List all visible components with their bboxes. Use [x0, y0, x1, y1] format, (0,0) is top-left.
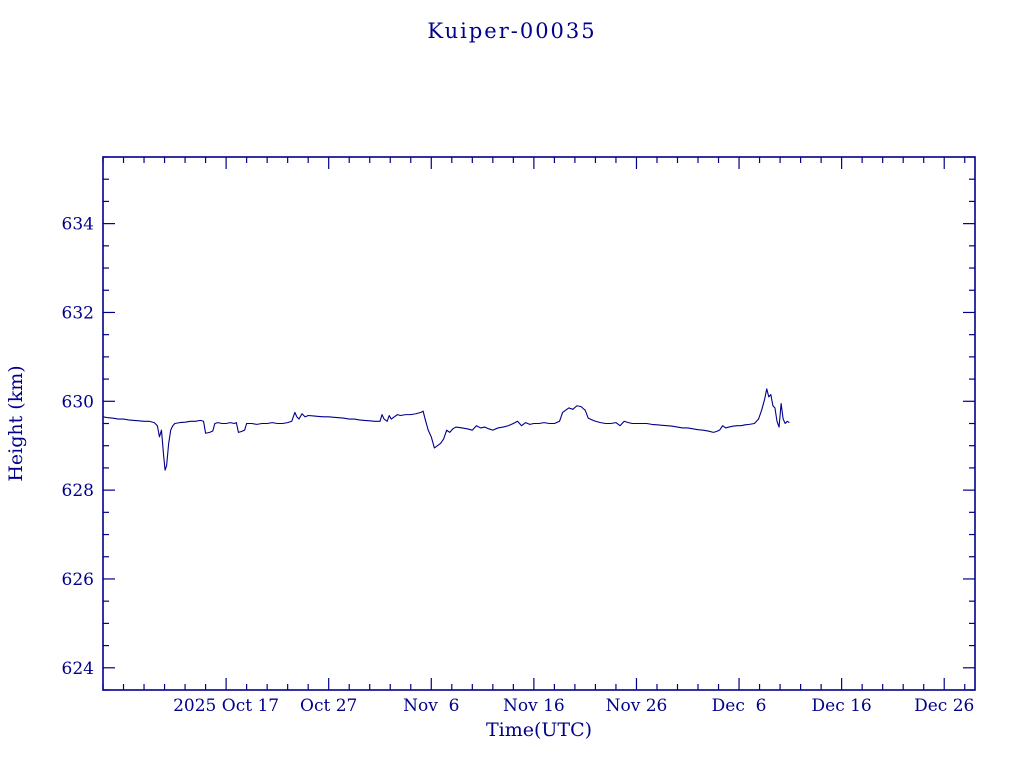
x-tick-label: Dec 6 — [712, 696, 767, 716]
x-tick-label: Nov 6 — [403, 696, 459, 716]
x-tick-label: Dec 16 — [812, 696, 872, 716]
y-tick-label: 634 — [62, 215, 94, 235]
y-axis-label: Height (km) — [5, 365, 27, 481]
y-tick-label: 626 — [62, 570, 94, 590]
x-axis-label: Time(UTC) — [486, 719, 592, 741]
x-tick-label: Oct 27 — [300, 696, 357, 716]
y-tick-label: 632 — [62, 303, 94, 323]
axis-ticks — [102, 156, 975, 691]
x-tick-label: Nov 16 — [503, 696, 565, 716]
plot-frame — [102, 156, 976, 691]
height-series-line — [102, 388, 790, 471]
x-tick-label: Dec 26 — [914, 696, 974, 716]
y-tick-label: 630 — [62, 392, 94, 412]
y-tick-label: 628 — [62, 481, 94, 501]
x-tick-label: Nov 26 — [606, 696, 668, 716]
y-tick-label: 624 — [62, 659, 94, 679]
axis-tick-labels: 2025 Oct 17 Oct 27 Nov 6 Nov 16 Nov 26 Dec 6 D… — [62, 215, 975, 716]
x-tick-label: 2025 Oct 17 — [173, 696, 279, 716]
chart-title: Kuiper-00035 — [427, 19, 596, 43]
